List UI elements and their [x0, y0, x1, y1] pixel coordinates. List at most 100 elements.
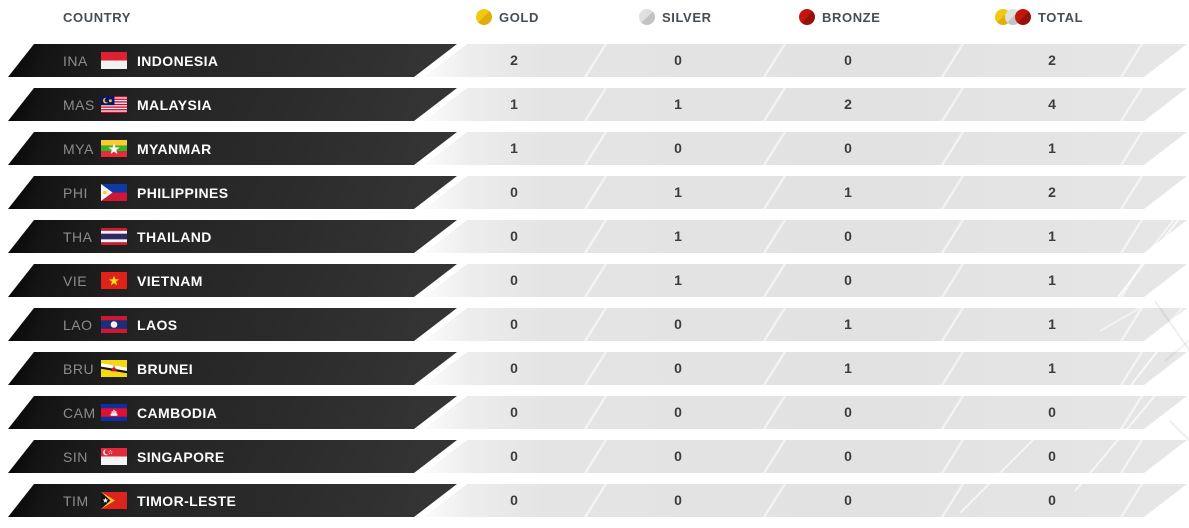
country-name: BRUNEI	[137, 360, 194, 377]
column-separator	[1120, 220, 1144, 253]
column-separator	[941, 44, 965, 77]
medal-counts-band: 2 0 0 2	[424, 44, 1187, 77]
column-separator	[1120, 132, 1144, 165]
total-count: 1	[1048, 228, 1056, 244]
column-separator	[941, 220, 965, 253]
laos-flag	[101, 316, 127, 333]
silver-medal-icon	[639, 9, 655, 25]
table-row: SIN SINGAPORE 0 0 0 0	[0, 440, 1189, 473]
medal-counts-band: 0 0 0 0	[424, 396, 1187, 429]
bronze-column-header: BRONZE	[799, 9, 881, 25]
country-cell: MYA MYANMAR	[8, 132, 457, 165]
country-name: CAMBODIA	[137, 404, 218, 421]
country-name: PHILIPPINES	[137, 184, 229, 201]
silver-count: 0	[674, 360, 682, 376]
column-separator	[1120, 396, 1144, 429]
medal-counts-band: 1 1 2 4	[424, 88, 1187, 121]
table-row: VIE VIETNAM 0 1 0 1	[0, 264, 1189, 297]
country-cell: MAS MALAYSIA	[8, 88, 457, 121]
vietnam-flag	[101, 272, 127, 289]
table-row: TIM TIMOR-LESTE 0 0 0 0	[0, 484, 1189, 517]
total-column-label: TOTAL	[1038, 9, 1084, 25]
column-separator	[1120, 176, 1144, 209]
column-separator	[941, 484, 965, 517]
column-separator	[763, 132, 787, 165]
table-row: INA INDONESIA 2 0 0 2	[0, 44, 1189, 77]
medal-counts-band: 1 0 0 1	[424, 132, 1187, 165]
bronze-count: 0	[844, 140, 852, 156]
table-row: MYA MYANMAR 1 0 0 1	[0, 132, 1189, 165]
gold-count: 1	[510, 96, 518, 112]
column-separator	[584, 264, 608, 297]
silver-count: 1	[674, 272, 682, 288]
country-cell: LAO LAOS	[8, 308, 457, 341]
singapore-flag	[101, 448, 127, 465]
silver-count: 1	[674, 184, 682, 200]
bronze-medal-icon	[799, 9, 815, 25]
silver-count: 1	[674, 96, 682, 112]
column-separator	[763, 220, 787, 253]
country-code: THA	[63, 228, 93, 245]
table-body: INA INDONESIA 2 0 0 2 MAS MALAYSIA 1 1	[0, 44, 1189, 528]
column-separator	[941, 264, 965, 297]
bronze-column-label: BRONZE	[822, 9, 881, 25]
silver-count: 0	[674, 448, 682, 464]
country-cell: PHI PHILIPPINES	[8, 176, 457, 209]
gold-count: 0	[510, 448, 518, 464]
column-separator	[941, 176, 965, 209]
silver-count: 1	[674, 228, 682, 244]
gold-column-header: GOLD	[476, 9, 539, 25]
medal-counts-band: 0 1 0 1	[424, 264, 1187, 297]
bronze-count: 0	[844, 52, 852, 68]
table-row: PHI PHILIPPINES 0 1 1 2	[0, 176, 1189, 209]
column-separator	[584, 220, 608, 253]
silver-column-header: SILVER	[639, 9, 712, 25]
table-row: LAO LAOS 0 0 1 1	[0, 308, 1189, 341]
philippines-flag	[101, 184, 127, 201]
silver-count: 0	[674, 52, 682, 68]
table-header: COUNTRY GOLD SILVER BRONZE TOTAL	[0, 0, 1189, 43]
column-separator	[1120, 308, 1144, 341]
total-count: 2	[1048, 52, 1056, 68]
country-cell: BRU BRUNEI	[8, 352, 457, 385]
medal-counts-band: 0 1 1 2	[424, 176, 1187, 209]
country-code: MYA	[63, 140, 94, 157]
column-separator	[763, 484, 787, 517]
total-medals-icon	[995, 9, 1031, 25]
country-code: INA	[63, 52, 88, 69]
country-name: LAOS	[137, 316, 178, 333]
country-code: LAO	[63, 316, 93, 333]
gold-count: 0	[510, 360, 518, 376]
column-separator	[584, 132, 608, 165]
country-code: TIM	[63, 492, 89, 509]
gold-medal-icon	[476, 9, 492, 25]
gold-count: 0	[510, 228, 518, 244]
country-name: VIETNAM	[137, 272, 203, 289]
column-separator	[584, 440, 608, 473]
total-count: 0	[1048, 492, 1056, 508]
malaysia-flag	[101, 96, 127, 113]
brunei-flag	[101, 360, 127, 377]
country-column-header: COUNTRY	[63, 10, 131, 25]
column-separator	[763, 264, 787, 297]
bronze-count: 0	[844, 272, 852, 288]
country-cell: THA THAILAND	[8, 220, 457, 253]
country-name: MYANMAR	[137, 140, 212, 157]
country-cell: INA INDONESIA	[8, 44, 457, 77]
column-separator	[941, 440, 965, 473]
column-separator	[763, 440, 787, 473]
total-count: 1	[1048, 140, 1056, 156]
column-separator	[763, 176, 787, 209]
medal-counts-band: 0 0 1 1	[424, 352, 1187, 385]
medal-counts-band: 0 0 0 0	[424, 440, 1187, 473]
gold-count: 0	[510, 404, 518, 420]
column-separator	[1120, 44, 1144, 77]
column-separator	[584, 396, 608, 429]
bronze-count: 1	[844, 316, 852, 332]
column-separator	[584, 308, 608, 341]
total-count: 2	[1048, 184, 1056, 200]
gold-column-label: GOLD	[499, 9, 539, 25]
column-separator	[941, 396, 965, 429]
column-separator	[763, 396, 787, 429]
